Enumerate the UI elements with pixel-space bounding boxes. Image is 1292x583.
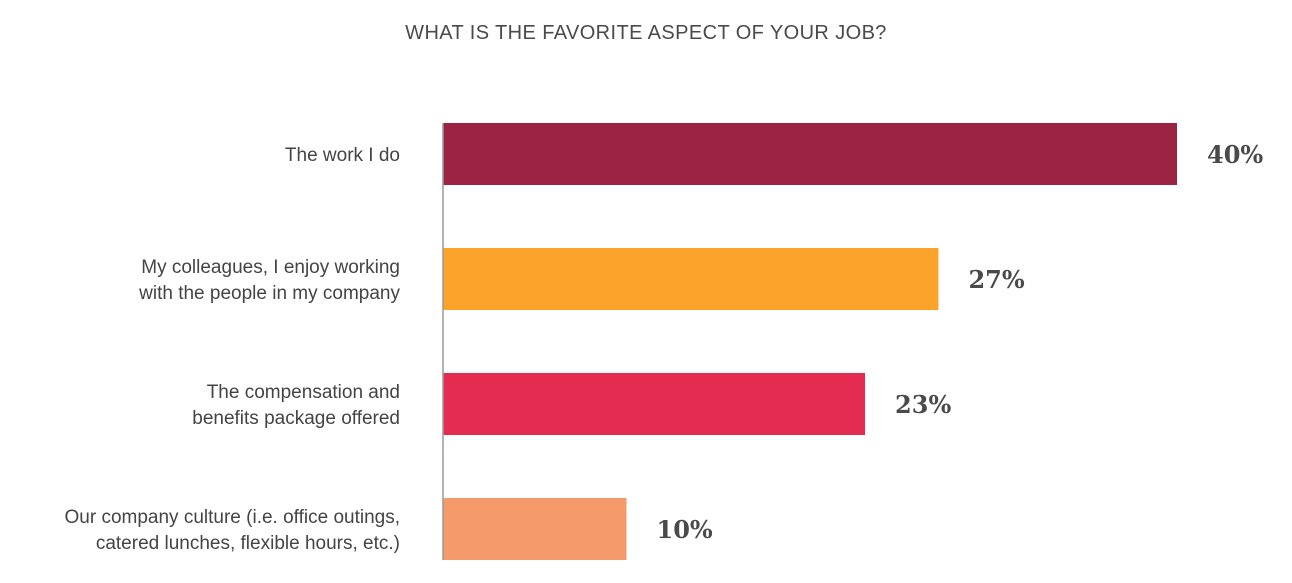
category-label-4-line-2: catered lunches, flexible hours, etc.) <box>96 533 400 554</box>
value-label-2: 27% <box>968 265 1024 294</box>
category-label-4-line-1: Our company culture (i.e. office outings… <box>65 507 400 528</box>
category-label-3-line-1: The compensation and <box>207 382 400 403</box>
category-labels-group: The work I do My colleagues, I enjoy work… <box>65 145 401 554</box>
chart-title: WHAT IS THE FAVORITE ASPECT OF YOUR JOB? <box>405 22 887 44</box>
bar-2 <box>443 248 939 310</box>
value-label-1: 40% <box>1207 140 1263 169</box>
value-label-3: 23% <box>895 390 951 419</box>
category-label-1-line-1: The work I do <box>285 145 400 166</box>
category-label-1: The work I do <box>285 145 400 166</box>
bar-4 <box>443 498 627 560</box>
value-labels-group: 40% 27% 23% 10% <box>657 140 1264 544</box>
bar-3 <box>443 373 866 435</box>
bars-group <box>443 123 1177 560</box>
category-label-3-line-2: benefits package offered <box>192 408 400 429</box>
bar-1 <box>443 123 1177 185</box>
value-label-4: 10% <box>657 515 713 544</box>
category-label-2: My colleagues, I enjoy working with the p… <box>138 257 400 304</box>
category-label-2-line-1: My colleagues, I enjoy working <box>141 257 400 278</box>
category-label-3: The compensation and benefits package off… <box>192 382 400 429</box>
category-label-2-line-2: with the people in my company <box>138 283 400 304</box>
category-label-4: Our company culture (i.e. office outings… <box>65 507 400 554</box>
